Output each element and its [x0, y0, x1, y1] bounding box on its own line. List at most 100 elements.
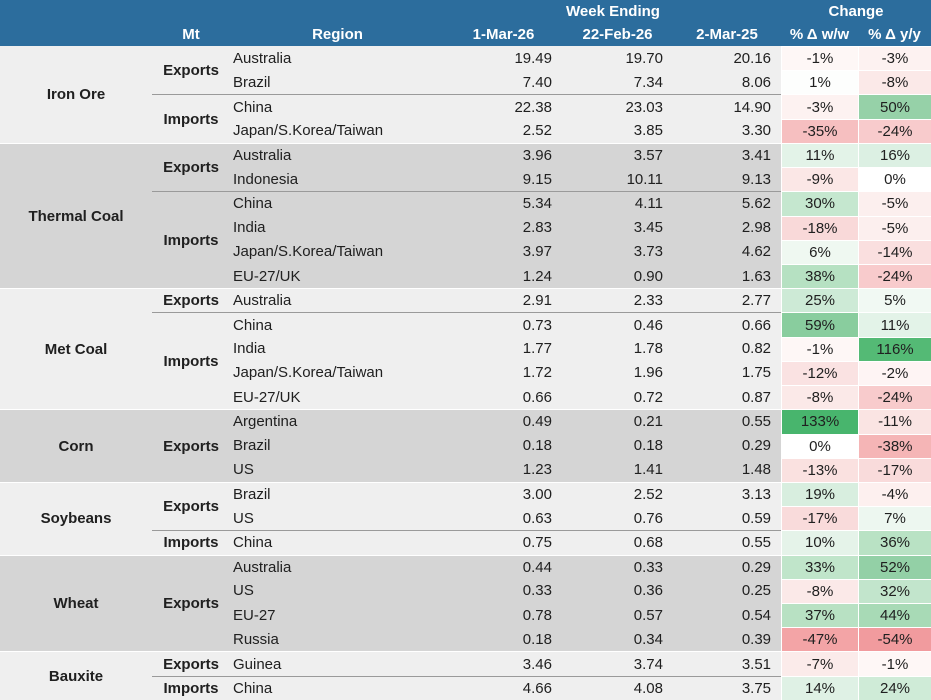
mt-cell: Exports: [152, 288, 230, 312]
value-cell: 0.72: [633, 388, 663, 406]
change-yy-cell: -38%: [858, 433, 931, 458]
change-yy-cell: 44%: [858, 603, 931, 628]
value-cell: 0.46: [562, 312, 673, 336]
change-ww-cell: -8%: [781, 385, 859, 410]
value-cell: 0.29: [673, 554, 782, 579]
table-body: Iron Ore Exports Australia 19.49 19.70 20.16-…: [0, 46, 931, 700]
mt-cell: Exports: [152, 481, 230, 530]
value-cell: 0.29: [741, 437, 772, 455]
value-cell: 3.85: [633, 122, 663, 140]
value-cell: 3.96: [445, 142, 562, 167]
value-cell: 0.78: [522, 606, 552, 624]
change-yy-cell: 24%: [858, 675, 931, 700]
region-cell: EU-27: [233, 606, 276, 624]
week-ending-group-header: Week Ending: [445, 0, 782, 23]
value-cell: 2.91: [445, 288, 562, 312]
change-ww-cell: 10%: [781, 530, 859, 555]
mt-cell: Imports: [152, 94, 230, 142]
value-cell: 3.73: [633, 243, 663, 261]
value-cell: 7.40: [522, 73, 552, 91]
commodity-cell: Met Coal: [0, 288, 152, 409]
region-cell: Australia: [230, 554, 445, 579]
header-column-row: Mt Region 1-Mar-26 22-Feb-26 2-Mar-25 % …: [0, 23, 931, 46]
commodity-cell: Wheat: [0, 554, 152, 652]
change-yy-cell: 16%: [858, 142, 931, 168]
value-cell: 0.59: [741, 509, 772, 527]
mt-cell: Exports: [152, 142, 230, 191]
change-yy-cell: 116%: [858, 336, 931, 361]
change-yy-cell: -17%: [858, 457, 931, 482]
change-ww-cell: 19%: [781, 481, 859, 507]
date-column-header-3: 2-Mar-25: [673, 23, 782, 46]
region-cell: Australia: [230, 288, 445, 312]
value-cell: 0.54: [741, 606, 772, 624]
table-row: Imports China 22.38 23.03 14.90 -3% 50%: [0, 94, 931, 128]
value-cell: 1.96: [633, 364, 663, 382]
value-cell: 0.21: [562, 409, 673, 433]
value-cell: 9.15: [522, 170, 552, 188]
change-ww-cell: 14%: [781, 675, 859, 700]
value-cell: 5.62: [673, 191, 782, 215]
table-row: Met Coal Exports Australia 2.91 2.33 2.77 25% 5…: [0, 288, 931, 358]
region-cell: China: [230, 191, 445, 215]
change-yy-cell: -2%: [858, 360, 931, 386]
value-cell: 1.75: [741, 364, 772, 382]
change-ww-cell: 0%: [781, 433, 859, 458]
commodity-column-header: [0, 23, 152, 46]
change-ww-cell: -13%: [781, 457, 859, 482]
value-cell: 5.34: [445, 191, 562, 215]
mt-cell: Imports: [152, 312, 230, 409]
mt-cell: Exports: [152, 554, 230, 652]
value-cell: 0.75: [445, 530, 562, 554]
change-ww-cell: 37%: [781, 603, 859, 628]
date-column-header-2: 22-Feb-26: [562, 23, 673, 46]
region-cell: US: [233, 582, 254, 600]
change-yy-cell: 11%: [858, 312, 931, 337]
table-row: Corn Exports Argentina 0.49 0.21 0.55 133% -11%: [0, 409, 931, 455]
value-cell: 0.39: [741, 630, 772, 648]
value-cell: 0.18: [522, 630, 552, 648]
value-cell: 0.18: [633, 437, 663, 455]
header-group-row: Week Ending Change: [0, 0, 931, 23]
region-cell: Australia: [230, 142, 445, 167]
commodity-cell: Bauxite: [0, 651, 152, 700]
change-ww-cell: 59%: [781, 312, 859, 337]
value-cell: 3.75: [673, 675, 782, 700]
region-cell: China: [230, 530, 445, 554]
value-cell: 1.23: [522, 461, 552, 479]
table-row: Wheat Exports Australia 0.44 0.33 0.29 33% 52%: [0, 554, 931, 612]
change-group-header: Change: [781, 0, 931, 23]
value-cell: 0.36: [633, 582, 663, 600]
date-column-header-1: 1-Mar-26: [445, 23, 562, 46]
commodity-cell: Iron Ore: [46, 85, 106, 103]
value-cell: 0.55: [673, 530, 782, 554]
region-cell: China: [230, 94, 445, 118]
region-column-header: Region: [230, 23, 445, 46]
change-yy-cell: -11%: [858, 409, 931, 434]
change-ww-cell: 38%: [781, 263, 859, 289]
value-cell: 0.57: [633, 606, 663, 624]
value-cell: 0.66: [673, 312, 782, 336]
change-ww-cell: -8%: [781, 578, 859, 604]
commodity-cell: Corn: [0, 409, 152, 482]
region-cell: Indonesia: [233, 170, 299, 188]
value-cell: 0.73: [445, 312, 562, 336]
region-cell: Russia: [233, 630, 279, 648]
value-cell: 3.97: [522, 243, 552, 261]
value-cell: 2.52: [522, 122, 552, 140]
value-cell: 3.45: [633, 219, 663, 237]
value-cell: 1.78: [633, 340, 663, 358]
change-ww-cell: -7%: [781, 651, 859, 676]
region-cell: Argentina: [230, 409, 445, 433]
change-yy-column-header: % Δ y/y: [858, 23, 931, 46]
region-cell: US: [233, 461, 254, 479]
region-cell: India: [233, 219, 266, 237]
commodity-cell: Soybeans: [0, 481, 152, 555]
value-cell: 3.00: [445, 481, 562, 506]
header-spacer: [0, 0, 445, 23]
change-yy-cell: -24%: [858, 263, 931, 289]
value-cell: 0.76: [633, 509, 663, 527]
value-cell: 2.83: [522, 219, 552, 237]
value-cell: 3.51: [673, 651, 782, 675]
